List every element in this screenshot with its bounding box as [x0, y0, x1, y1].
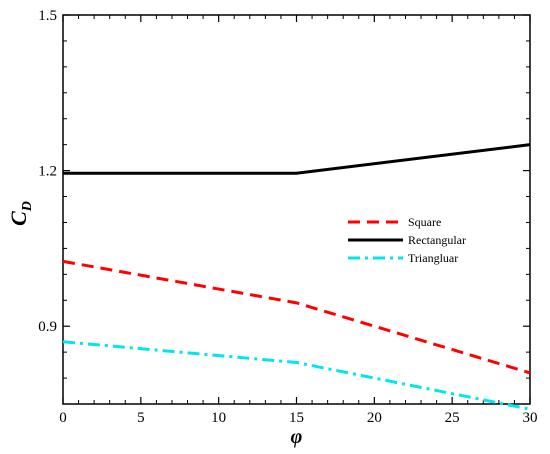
- y-tick-label: 1.5: [38, 8, 57, 24]
- legend-label: Rectangular: [408, 233, 466, 247]
- series-line-triangluar: [62, 340, 531, 411]
- x-tick-label: 5: [137, 410, 145, 426]
- x-tick-label: 10: [211, 410, 226, 426]
- series-line-rectangular: [63, 143, 531, 175]
- y-axis-title: CD: [6, 201, 35, 226]
- y-tick-label: 0.9: [38, 319, 57, 335]
- x-tick-label: 15: [289, 410, 304, 426]
- y-axis-title-subscript: D: [20, 201, 35, 212]
- legend: Square Rectangular Triangluar: [348, 215, 466, 265]
- x-tick-label: 20: [367, 410, 382, 426]
- x-tick-label: 0: [59, 410, 67, 426]
- legend-label: Square: [408, 215, 441, 229]
- y-tick-label: 1.2: [38, 164, 57, 180]
- legend-label: Triangluar: [408, 251, 458, 265]
- series-layer: [62, 143, 531, 411]
- y-axis-title-main: C: [6, 211, 31, 226]
- x-tick-label: 25: [445, 410, 460, 426]
- series-line-square: [62, 259, 531, 375]
- ticks-layer: 0 5 10 15 20 25 30 0.9 1.2 1.5: [38, 8, 537, 426]
- x-axis-title: φ: [291, 426, 303, 448]
- plot-area: [62, 14, 531, 405]
- x-tick-label: 30: [523, 410, 538, 426]
